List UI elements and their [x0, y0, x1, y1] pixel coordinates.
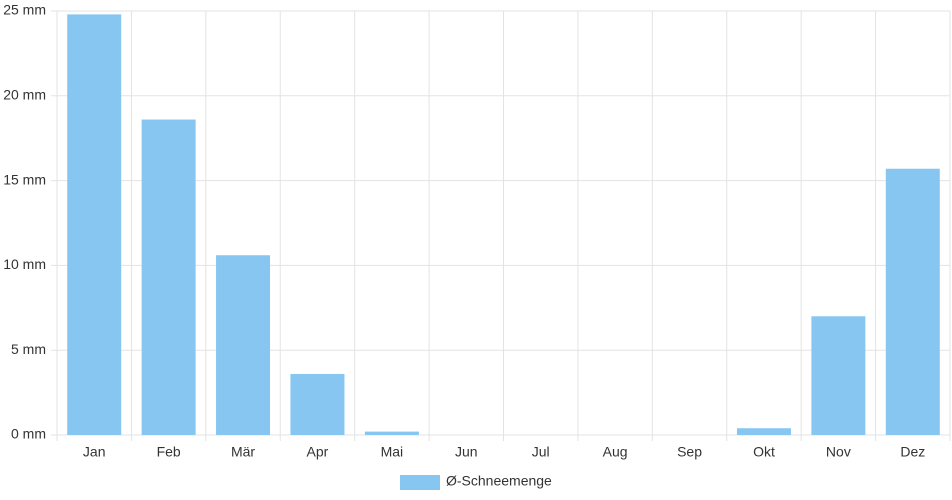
- x-tick-label: Apr: [307, 444, 329, 460]
- bar: [141, 119, 196, 435]
- bar: [364, 431, 419, 435]
- x-tick-label: Nov: [826, 444, 851, 460]
- bar: [67, 14, 122, 436]
- bar: [736, 428, 791, 435]
- y-tick-label: 10 mm: [3, 256, 46, 272]
- x-tick-label: Feb: [157, 444, 181, 460]
- y-tick-label: 0 mm: [11, 426, 46, 442]
- x-tick-label: Jun: [455, 444, 478, 460]
- bar: [216, 255, 271, 435]
- x-tick-label: Jan: [83, 444, 106, 460]
- x-tick-label: Okt: [753, 444, 775, 460]
- y-tick-label: 25 mm: [3, 2, 46, 18]
- bar: [885, 168, 940, 435]
- x-tick-label: Mär: [231, 444, 255, 460]
- x-tick-label: Sep: [677, 444, 702, 460]
- legend-label: Ø-Schneemenge: [446, 473, 552, 489]
- y-tick-label: 15 mm: [3, 171, 46, 187]
- x-tick-label: Dez: [900, 444, 925, 460]
- x-tick-label: Aug: [603, 444, 628, 460]
- legend-swatch: [400, 475, 440, 490]
- x-tick-label: Jul: [532, 444, 550, 460]
- x-tick-label: Mai: [381, 444, 404, 460]
- y-tick-label: 5 mm: [11, 341, 46, 357]
- y-tick-label: 20 mm: [3, 87, 46, 103]
- bar: [290, 373, 345, 435]
- bar: [811, 316, 866, 435]
